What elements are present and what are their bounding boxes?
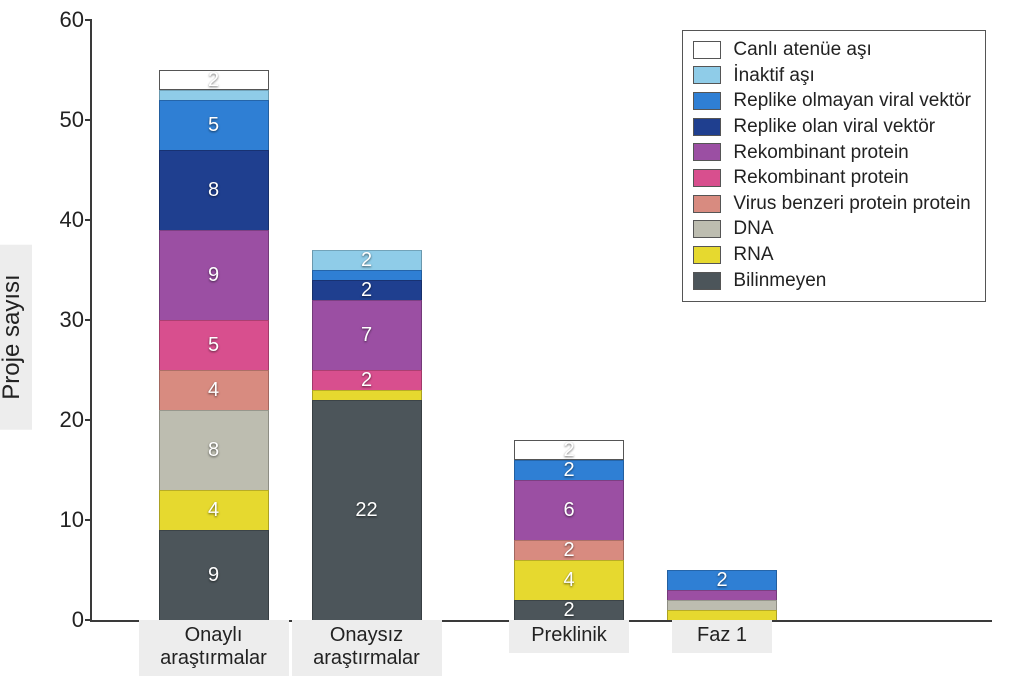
bar-preklinik: 242622 bbox=[514, 440, 624, 620]
segment-vlp: 4 bbox=[159, 370, 269, 410]
ytick-label: 50 bbox=[60, 107, 92, 133]
segment-inaktif: 2 bbox=[312, 250, 422, 270]
legend-label: Rekombinant protein bbox=[733, 140, 908, 166]
legend-item-canli: Canlı atenüe aşı bbox=[693, 37, 971, 63]
bar-faz1: 2 bbox=[667, 570, 777, 620]
ytick-label: 0 bbox=[72, 607, 92, 633]
legend-item-repvec: Replike olan viral vektör bbox=[693, 114, 971, 140]
ytick-label: 20 bbox=[60, 407, 92, 433]
segment-recomb1: 6 bbox=[514, 480, 624, 540]
segment-repvec: 2 bbox=[312, 280, 422, 300]
segment-bilinmeyen: 2 bbox=[514, 600, 624, 620]
category-label-preklinik: Preklinik bbox=[509, 620, 629, 653]
legend-label: RNA bbox=[733, 242, 773, 268]
legend-item-dna: DNA bbox=[693, 216, 971, 242]
segment-dna bbox=[667, 600, 777, 610]
legend-swatch bbox=[693, 272, 721, 290]
legend: Canlı atenüe aşıİnaktif aşıReplike olmay… bbox=[682, 30, 986, 302]
legend-swatch bbox=[693, 41, 721, 59]
legend-item-vlp: Virus benzeri protein protein bbox=[693, 191, 971, 217]
legend-label: Bilinmeyen bbox=[733, 268, 826, 294]
segment-rna bbox=[667, 610, 777, 620]
segment-recomb1 bbox=[667, 590, 777, 600]
category-label-onayli: Onaylıaraştırmalar bbox=[139, 620, 289, 676]
legend-item-recomb2: Rekombinant protein bbox=[693, 165, 971, 191]
bar-onayli: 948459852 bbox=[159, 70, 269, 620]
legend-swatch bbox=[693, 195, 721, 213]
bar-onaysiz: 222722 bbox=[312, 250, 422, 620]
segment-nonrepvec: 2 bbox=[514, 460, 624, 480]
segment-repvec: 8 bbox=[159, 150, 269, 230]
segment-canli: 2 bbox=[159, 70, 269, 90]
legend-swatch bbox=[693, 66, 721, 84]
segment-nonrepvec: 5 bbox=[159, 100, 269, 150]
category-label-faz1: Faz 1 bbox=[672, 620, 772, 653]
legend-swatch bbox=[693, 118, 721, 136]
segment-bilinmeyen: 9 bbox=[159, 530, 269, 620]
y-axis-label: Proje sayısı bbox=[0, 244, 32, 429]
legend-label: DNA bbox=[733, 216, 773, 242]
ytick-label: 40 bbox=[60, 207, 92, 233]
segment-recomb1: 9 bbox=[159, 230, 269, 320]
ytick-label: 30 bbox=[60, 307, 92, 333]
legend-label: Replike olmayan viral vektör bbox=[733, 88, 971, 114]
chart-container: Proje sayısı 0102030405060948459852Onayl… bbox=[0, 0, 1024, 673]
segment-rna: 4 bbox=[159, 490, 269, 530]
legend-label: Canlı atenüe aşı bbox=[733, 37, 871, 63]
segment-recomb2: 2 bbox=[312, 370, 422, 390]
legend-swatch bbox=[693, 220, 721, 238]
legend-item-bilinmeyen: Bilinmeyen bbox=[693, 268, 971, 294]
segment-canli: 2 bbox=[514, 440, 624, 460]
legend-label: Rekombinant protein bbox=[733, 165, 908, 191]
legend-item-recomb1: Rekombinant protein bbox=[693, 140, 971, 166]
segment-inaktif bbox=[159, 90, 269, 100]
legend-label: İnaktif aşı bbox=[733, 63, 814, 89]
legend-item-nonrepvec: Replike olmayan viral vektör bbox=[693, 88, 971, 114]
segment-rna: 4 bbox=[514, 560, 624, 600]
segment-nonrepvec: 2 bbox=[667, 570, 777, 590]
segment-recomb1: 7 bbox=[312, 300, 422, 370]
ytick-label: 10 bbox=[60, 507, 92, 533]
legend-swatch bbox=[693, 143, 721, 161]
legend-label: Virus benzeri protein protein bbox=[733, 191, 970, 217]
segment-recomb2: 5 bbox=[159, 320, 269, 370]
segment-vlp: 2 bbox=[514, 540, 624, 560]
ytick-label: 60 bbox=[60, 7, 92, 33]
segment-bilinmeyen: 22 bbox=[312, 400, 422, 620]
segment-rna bbox=[312, 390, 422, 400]
legend-item-inaktif: İnaktif aşı bbox=[693, 63, 971, 89]
legend-swatch bbox=[693, 169, 721, 187]
segment-dna: 8 bbox=[159, 410, 269, 490]
legend-swatch bbox=[693, 92, 721, 110]
legend-swatch bbox=[693, 246, 721, 264]
category-label-onaysiz: Onaysızaraştırmalar bbox=[292, 620, 442, 676]
legend-item-rna: RNA bbox=[693, 242, 971, 268]
legend-label: Replike olan viral vektör bbox=[733, 114, 935, 140]
